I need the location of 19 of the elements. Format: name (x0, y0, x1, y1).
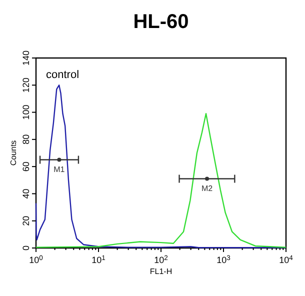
x-tick-label: 10$^{0}$ (29, 254, 44, 265)
series-label: M1 (54, 164, 66, 174)
annotation: control (46, 69, 80, 81)
y-tick-label: 60 (21, 162, 31, 172)
y-tick-label: 80 (21, 134, 31, 144)
y-tick-label: 100 (21, 104, 31, 120)
x-tick-label: 10$^{3}$ (216, 254, 231, 265)
y-tick-label: 120 (21, 78, 31, 93)
series-label: M2 (201, 184, 214, 193)
x-tick-label: 10$^{1}$ (92, 254, 106, 265)
x-tick-label: 10$^{4}$ (279, 254, 294, 265)
y-tick-label: 20 (21, 216, 31, 226)
chart-title: HL-60 (133, 11, 189, 33)
y-tick-label: 40 (21, 188, 31, 199)
y-axis-title: Counts (9, 140, 18, 166)
x-tick-label: 10$^{2}$ (154, 254, 168, 265)
y-tick-label: 0 (21, 245, 31, 251)
y-tick-label: 140 (21, 50, 31, 66)
x-axis-title: FL1-H (150, 267, 172, 276)
